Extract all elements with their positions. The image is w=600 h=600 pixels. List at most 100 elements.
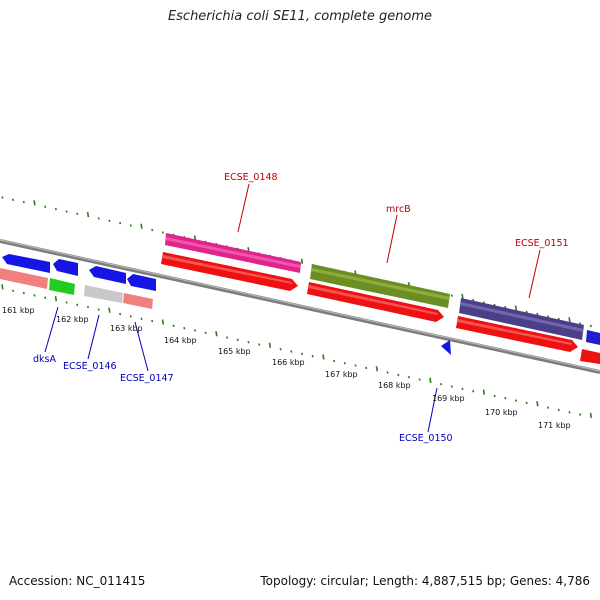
ruler-major-tick <box>108 307 111 313</box>
label-ECSE-0148[interactable]: ECSE_0148 <box>224 172 278 183</box>
gene-green[interactable] <box>49 278 75 295</box>
ruler-minor-tick <box>161 231 165 234</box>
ruler-minor-tick <box>589 324 593 328</box>
genome-backbone <box>0 239 600 374</box>
ruler-minor-tick <box>97 217 100 220</box>
ruler-minor-tick <box>11 198 15 202</box>
ruler-minor-tick <box>44 205 47 209</box>
ruler-minor-tick <box>450 385 453 388</box>
ruler-major-tick <box>322 354 325 360</box>
label-mrcB[interactable]: mrcB <box>386 204 411 215</box>
ruler-major-tick <box>300 258 304 264</box>
ruler-minor-tick <box>579 413 582 416</box>
ruler-minor-tick <box>108 219 111 223</box>
ruler-minor-tick <box>546 406 550 409</box>
ruler-minor-tick <box>193 329 197 332</box>
ruler-minor-tick <box>525 401 528 405</box>
gene-ECSE-0147-arrow-b[interactable] <box>127 274 156 291</box>
ruler-major-tick <box>568 317 571 323</box>
ruler-minor-tick <box>65 210 68 213</box>
ruler-minor-tick <box>11 289 15 293</box>
ruler-minor-tick <box>472 389 475 393</box>
ruler-minor-tick <box>568 411 571 414</box>
scale-label-166: 166 kbp <box>272 358 305 367</box>
feature-ECSE-0151[interactable] <box>459 298 584 340</box>
label-ECSE-0147[interactable]: ECSE_0147 <box>120 373 174 384</box>
scale-label-161: 161 kbp <box>2 306 35 315</box>
ruler-minor-tick <box>493 394 496 398</box>
scale-label-163: 163 kbp <box>110 324 143 333</box>
ruler-minor-tick <box>118 312 122 316</box>
ruler-major-tick <box>86 211 90 218</box>
ruler-minor-tick <box>1 196 4 199</box>
ruler-minor-tick <box>76 212 79 216</box>
cds-right-edge[interactable] <box>580 349 600 364</box>
ruler-major-tick <box>482 389 486 395</box>
ruler-minor-tick <box>311 354 314 358</box>
gene-salmon-2[interactable] <box>123 293 153 309</box>
ruler-minor-tick <box>172 324 175 328</box>
ruler-minor-tick <box>54 207 58 211</box>
ruler-minor-tick <box>44 296 47 300</box>
ruler-minor-tick <box>204 331 207 335</box>
ruler-major-tick <box>215 331 218 337</box>
feature-mrcB[interactable] <box>310 264 450 308</box>
gene-salmon-1[interactable] <box>0 268 48 289</box>
cds-mrcB[interactable] <box>307 282 444 322</box>
ruler-minor-tick <box>397 373 400 377</box>
gene-ECSE-0147-arrow-a[interactable] <box>89 266 126 284</box>
ruler-minor-tick <box>33 294 36 297</box>
ruler-minor-tick <box>461 387 464 391</box>
genome-summary-text: Topology: circular; Length: 4,887,515 bp… <box>260 574 590 588</box>
ruler-minor-tick <box>22 291 25 295</box>
label-ECSE-0150[interactable]: ECSE_0150 <box>399 433 453 444</box>
accession-text: Accession: NC_011415 <box>9 574 146 588</box>
ruler-major-tick <box>33 200 36 206</box>
ruler-major-tick <box>268 342 272 348</box>
ruler-minor-tick <box>407 375 411 379</box>
ruler-major-tick <box>589 412 593 419</box>
ruler-minor-tick <box>514 399 518 402</box>
ruler-minor-tick <box>140 317 143 321</box>
label-ECSE-0146[interactable]: ECSE_0146 <box>63 361 117 372</box>
scale-label-162: 162 kbp <box>56 315 89 324</box>
ruler-major-tick <box>1 284 4 290</box>
ruler-major-tick <box>140 223 143 229</box>
label-ECSE-0151[interactable]: ECSE_0151 <box>515 238 569 249</box>
ruler-minor-tick <box>557 408 560 412</box>
ruler-minor-tick <box>118 221 122 225</box>
ruler-major-tick <box>161 319 165 325</box>
ruler-minor-tick <box>418 378 421 381</box>
gene-dksA-arrow[interactable] <box>2 254 50 273</box>
cds-0151[interactable] <box>456 316 578 352</box>
ruler-minor-tick <box>129 224 132 227</box>
gene-gray[interactable] <box>84 285 123 303</box>
ruler-minor-tick <box>225 336 229 339</box>
ruler-minor-tick <box>386 371 389 374</box>
label-dksA[interactable]: dksA <box>33 354 56 365</box>
ruler-minor-tick <box>65 301 68 304</box>
gene-ECSE-0150-arrow[interactable] <box>441 340 451 355</box>
ruler-minor-tick <box>76 303 79 307</box>
scale-label-164: 164 kbp <box>164 336 197 345</box>
feature-ECSE-0148[interactable] <box>165 233 301 273</box>
ruler-major-tick <box>536 401 539 407</box>
ruler-minor-tick <box>504 396 507 400</box>
ruler-minor-tick <box>258 343 261 346</box>
ruler-minor-tick <box>450 294 453 297</box>
ruler-minor-tick <box>290 350 293 353</box>
scale-label-171: 171 kbp <box>538 421 571 430</box>
leader-lines-top <box>237 183 541 299</box>
cds-0148[interactable] <box>161 252 298 291</box>
ruler-major-tick <box>514 305 518 311</box>
ruler-major-tick <box>461 293 464 300</box>
ruler-minor-tick <box>300 352 304 356</box>
gene-ECSE-0146-arrow[interactable] <box>53 259 78 276</box>
scale-label-170: 170 kbp <box>485 408 518 417</box>
ruler-minor-tick <box>129 315 132 318</box>
ruler-minor-tick <box>97 308 100 311</box>
ruler-minor-tick <box>354 364 357 367</box>
feature-right-edge-blue[interactable] <box>586 330 600 345</box>
map-title: Escherichia coli SE11, complete genome <box>167 9 433 24</box>
